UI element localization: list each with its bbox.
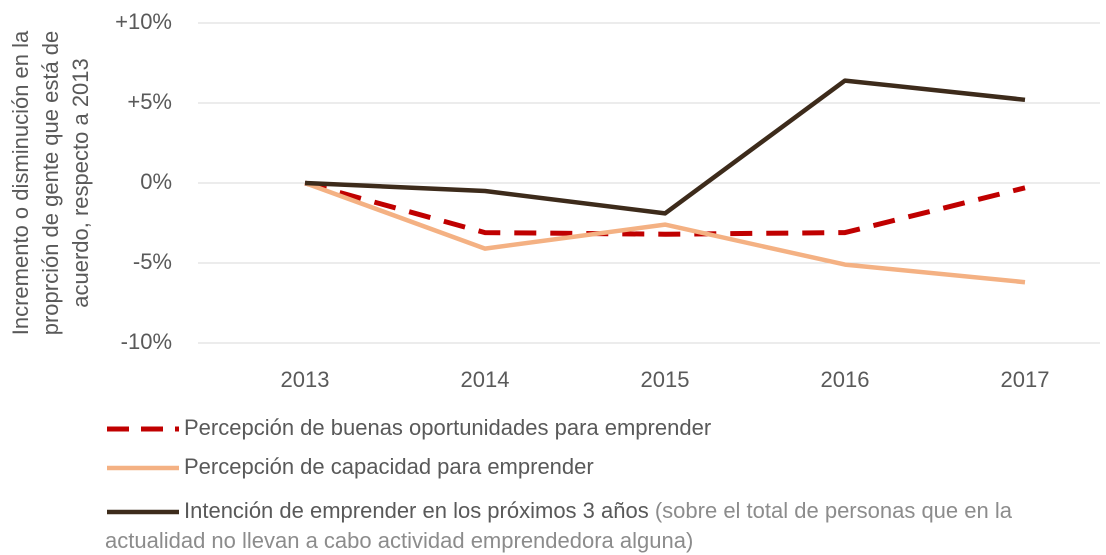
x-tick-label: 2013 <box>281 367 330 392</box>
legend-item: Intención de emprender en los próximos 3… <box>105 496 1065 555</box>
legend-item: Percepción de buenas oportunidades para … <box>105 413 1065 443</box>
legend-swatch <box>107 465 179 471</box>
y-tick-label: 0% <box>140 169 172 194</box>
chart: +10% +5% 0% -5% -10% 2013 2014 2015 2016 2017 Incr… <box>8 9 1100 392</box>
x-tick-label: 2014 <box>461 367 510 392</box>
legend-swatch <box>107 509 179 515</box>
y-tick-label: -5% <box>133 249 172 274</box>
legend-item: Percepción de capacidad para emprender <box>105 452 1065 482</box>
legend-note: (sobre el total de personas que en la ac… <box>105 498 1012 553</box>
series-line <box>304 180 1026 237</box>
y-axis-label: acuerdo, respecto a 2013 <box>68 58 93 308</box>
y-axis-label: Incremento o disminución en la <box>8 30 33 335</box>
x-tick-label: 2017 <box>1001 367 1050 392</box>
legend-swatch <box>107 426 179 432</box>
series-line <box>304 180 1026 285</box>
x-tick-label: 2016 <box>821 367 870 392</box>
legend-label: Percepción de capacidad para emprender <box>184 454 594 479</box>
x-tick-label: 2015 <box>641 367 690 392</box>
series-line <box>304 78 1026 216</box>
y-tick-label: -10% <box>121 329 172 354</box>
legend-label: Intención de emprender en los próximos 3… <box>184 498 649 523</box>
y-axis-label: proprción de gente que está de <box>38 31 63 336</box>
legend-label: Percepción de buenas oportunidades para … <box>184 415 712 440</box>
y-tick-label: +10% <box>115 9 172 34</box>
y-tick-label: +5% <box>127 89 172 114</box>
